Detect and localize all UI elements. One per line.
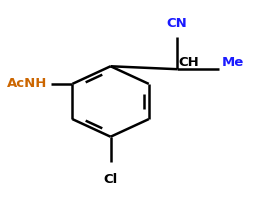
- Text: CH: CH: [178, 56, 199, 69]
- Text: AcNH: AcNH: [7, 77, 48, 90]
- Text: Me: Me: [221, 56, 244, 69]
- Text: Cl: Cl: [104, 172, 118, 185]
- Text: CN: CN: [167, 17, 187, 30]
